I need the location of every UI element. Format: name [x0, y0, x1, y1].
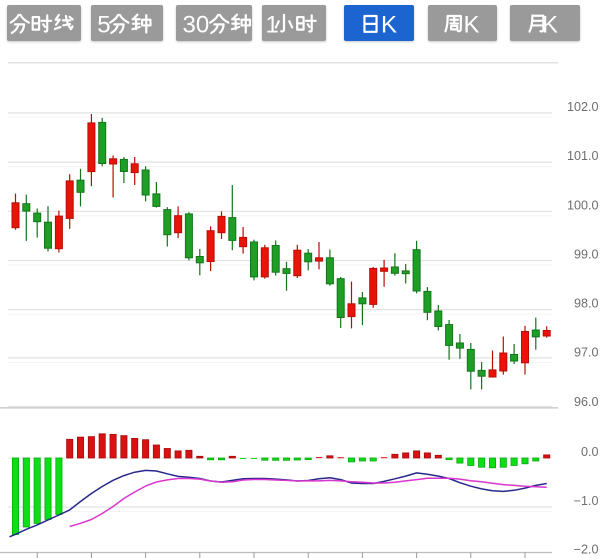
svg-text:97.0: 97.0 [574, 346, 599, 360]
svg-text:99.0: 99.0 [574, 248, 599, 262]
svg-text:K: K [463, 11, 479, 38]
svg-text:K: K [542, 11, 558, 38]
svg-text:102.0: 102.0 [567, 100, 599, 114]
svg-text:100.0: 100.0 [567, 198, 599, 212]
svg-text:K: K [381, 11, 397, 38]
svg-text:−1.0: −1.0 [574, 494, 599, 508]
svg-text:96.0: 96.0 [574, 395, 599, 409]
svg-text:−2.0: −2.0 [574, 543, 599, 557]
svg-text:5: 5 [97, 11, 110, 38]
svg-text:98.0: 98.0 [574, 297, 599, 311]
svg-text:101.0: 101.0 [567, 149, 599, 163]
svg-text:30: 30 [182, 11, 209, 38]
svg-text:0.0: 0.0 [581, 445, 599, 459]
svg-text:1: 1 [265, 11, 278, 38]
